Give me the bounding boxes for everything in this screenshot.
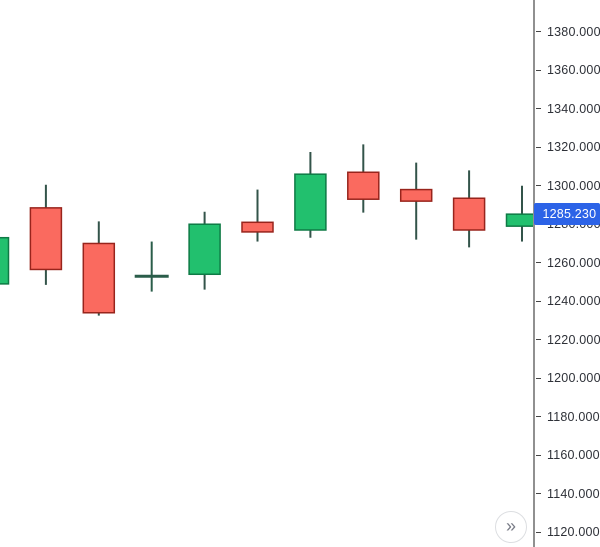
price-axis[interactable]: 1380.000 1360.000 1340.000 1320.000 1300.000…: [533, 0, 600, 547]
candle-body: [29, 207, 63, 271]
candle-body: [399, 188, 433, 202]
price-tick: 1180.000: [533, 409, 600, 425]
tick-mark: [536, 31, 541, 33]
candle-body: [188, 223, 221, 276]
tick-label: 1220.000: [547, 332, 600, 347]
tick-mark: [536, 377, 541, 379]
candle-down: [82, 221, 116, 316]
tick-mark: [536, 262, 541, 264]
tick-label: 1260.000: [547, 255, 600, 270]
candle-down: [241, 189, 274, 242]
tick-mark: [536, 185, 541, 187]
tick-label: 1200.000: [547, 371, 600, 386]
tick-label: 1340.000: [547, 101, 600, 116]
tick-mark: [536, 69, 541, 71]
price-tick: 1240.000: [533, 293, 600, 309]
scroll-to-latest-button[interactable]: »: [495, 511, 527, 543]
candle-body: [0, 236, 10, 285]
price-tick: 1160.000: [533, 447, 600, 463]
price-tick: 1380.000: [533, 24, 600, 40]
candle-body: [347, 171, 380, 200]
tick-mark: [536, 339, 541, 341]
tick-mark: [536, 493, 541, 495]
tick-label: 1360.000: [547, 63, 600, 78]
tick-label: 1240.000: [547, 294, 600, 309]
tick-mark: [536, 454, 541, 456]
candle-up: [0, 236, 10, 285]
tick-label: 1320.000: [547, 140, 600, 155]
candle-down: [347, 144, 380, 213]
tick-mark: [536, 300, 541, 302]
tick-label: 1300.000: [547, 178, 600, 193]
tick-label: 1380.000: [547, 24, 600, 39]
tick-mark: [536, 146, 541, 148]
tick-label: 1140.000: [547, 486, 600, 501]
tick-label: 1160.000: [547, 448, 600, 463]
candle-doji: [134, 241, 169, 292]
candle-body: [452, 197, 486, 231]
candlestick-plot[interactable]: [0, 0, 533, 547]
last-price-label: 1285.230: [533, 203, 600, 225]
candle-up: [294, 152, 327, 238]
tick-mark: [536, 108, 541, 110]
candle-body: [82, 242, 116, 314]
price-tick: 1300.000: [533, 178, 600, 194]
tick-mark: [536, 531, 541, 533]
candle-up: [188, 211, 221, 290]
price-tick: 1320.000: [533, 139, 600, 155]
tick-label: 1180.000: [547, 409, 600, 424]
price-tick: 1260.000: [533, 255, 600, 271]
candle-down: [29, 184, 63, 285]
last-price-value: 1285.230: [542, 207, 597, 222]
candle-body: [505, 213, 533, 227]
candle-body: [294, 173, 327, 231]
candle-up: [505, 185, 533, 242]
tick-mark: [536, 416, 541, 418]
tick-label: 1120.000: [547, 525, 600, 540]
price-tick: 1140.000: [533, 486, 600, 502]
price-tick: 1360.000: [533, 62, 600, 78]
price-tick: 1220.000: [533, 332, 600, 348]
candles-layer: [0, 144, 533, 316]
price-tick: 1200.000: [533, 370, 600, 386]
double-chevron-right-icon: »: [505, 516, 516, 536]
candle-body: [241, 221, 274, 233]
candle-down: [399, 162, 433, 240]
candle-down: [452, 170, 486, 248]
price-axis-line: [533, 0, 535, 547]
price-tick: 1120.000: [533, 524, 600, 540]
price-tick: 1340.000: [533, 101, 600, 117]
